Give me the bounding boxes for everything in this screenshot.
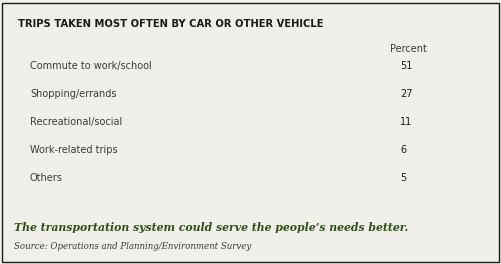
Text: The transportation system could serve the people’s needs better.: The transportation system could serve th… <box>14 222 407 233</box>
FancyBboxPatch shape <box>2 3 498 262</box>
Text: Recreational/social: Recreational/social <box>30 117 122 127</box>
Text: 11: 11 <box>399 117 411 127</box>
Text: Work-related trips: Work-related trips <box>30 145 117 155</box>
Text: Commute to work/school: Commute to work/school <box>30 61 151 71</box>
Text: 5: 5 <box>399 173 405 183</box>
Text: 51: 51 <box>399 61 411 71</box>
Text: TRIPS TAKEN MOST OFTEN BY CAR OR OTHER VEHICLE: TRIPS TAKEN MOST OFTEN BY CAR OR OTHER V… <box>18 19 323 29</box>
Text: Source: Operations and Planning/Environment Survey: Source: Operations and Planning/Environm… <box>14 242 250 251</box>
Text: 6: 6 <box>399 145 405 155</box>
Text: 27: 27 <box>399 89 412 99</box>
Text: Shopping/errands: Shopping/errands <box>30 89 116 99</box>
Text: Percent: Percent <box>389 44 426 54</box>
Text: Others: Others <box>30 173 63 183</box>
